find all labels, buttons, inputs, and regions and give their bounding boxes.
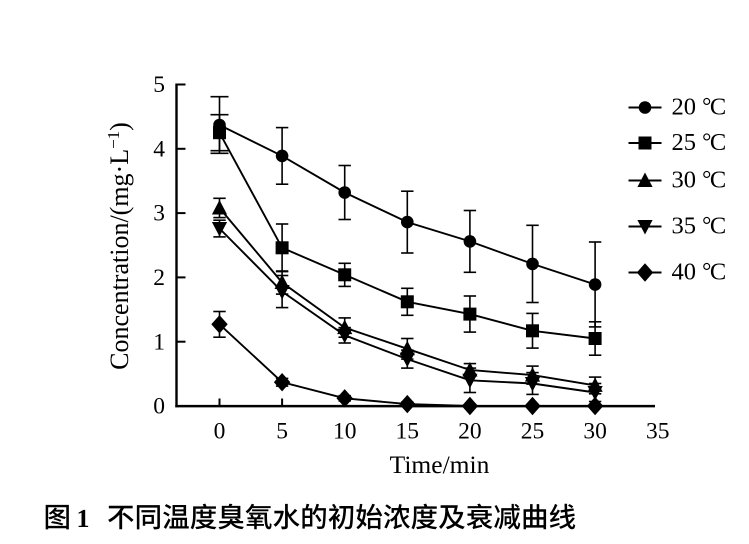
svg-text:20 °C: 20 °C xyxy=(672,94,727,121)
svg-text:3: 3 xyxy=(153,201,165,227)
svg-text:15: 15 xyxy=(396,419,420,445)
svg-text:5: 5 xyxy=(153,72,165,98)
svg-text:35 °C: 35 °C xyxy=(672,213,727,240)
svg-text:0: 0 xyxy=(153,394,165,420)
svg-text:5: 5 xyxy=(276,419,288,445)
svg-text:35: 35 xyxy=(646,419,670,445)
svg-text:1: 1 xyxy=(153,329,165,355)
svg-text:40 °C: 40 °C xyxy=(672,259,727,286)
svg-text:25 °C: 25 °C xyxy=(672,129,727,156)
svg-text:Time/min: Time/min xyxy=(390,450,490,479)
svg-text:30 °C: 30 °C xyxy=(672,167,727,194)
svg-text:10: 10 xyxy=(333,419,357,445)
svg-text:0: 0 xyxy=(214,419,226,445)
svg-text:30: 30 xyxy=(583,419,607,445)
svg-text:4: 4 xyxy=(153,136,165,162)
svg-text:20: 20 xyxy=(458,419,482,445)
svg-text:2: 2 xyxy=(153,265,165,291)
svg-text:25: 25 xyxy=(521,419,545,445)
svg-text:Concentration/(mg·L−1): Concentration/(mg·L−1) xyxy=(104,122,134,370)
